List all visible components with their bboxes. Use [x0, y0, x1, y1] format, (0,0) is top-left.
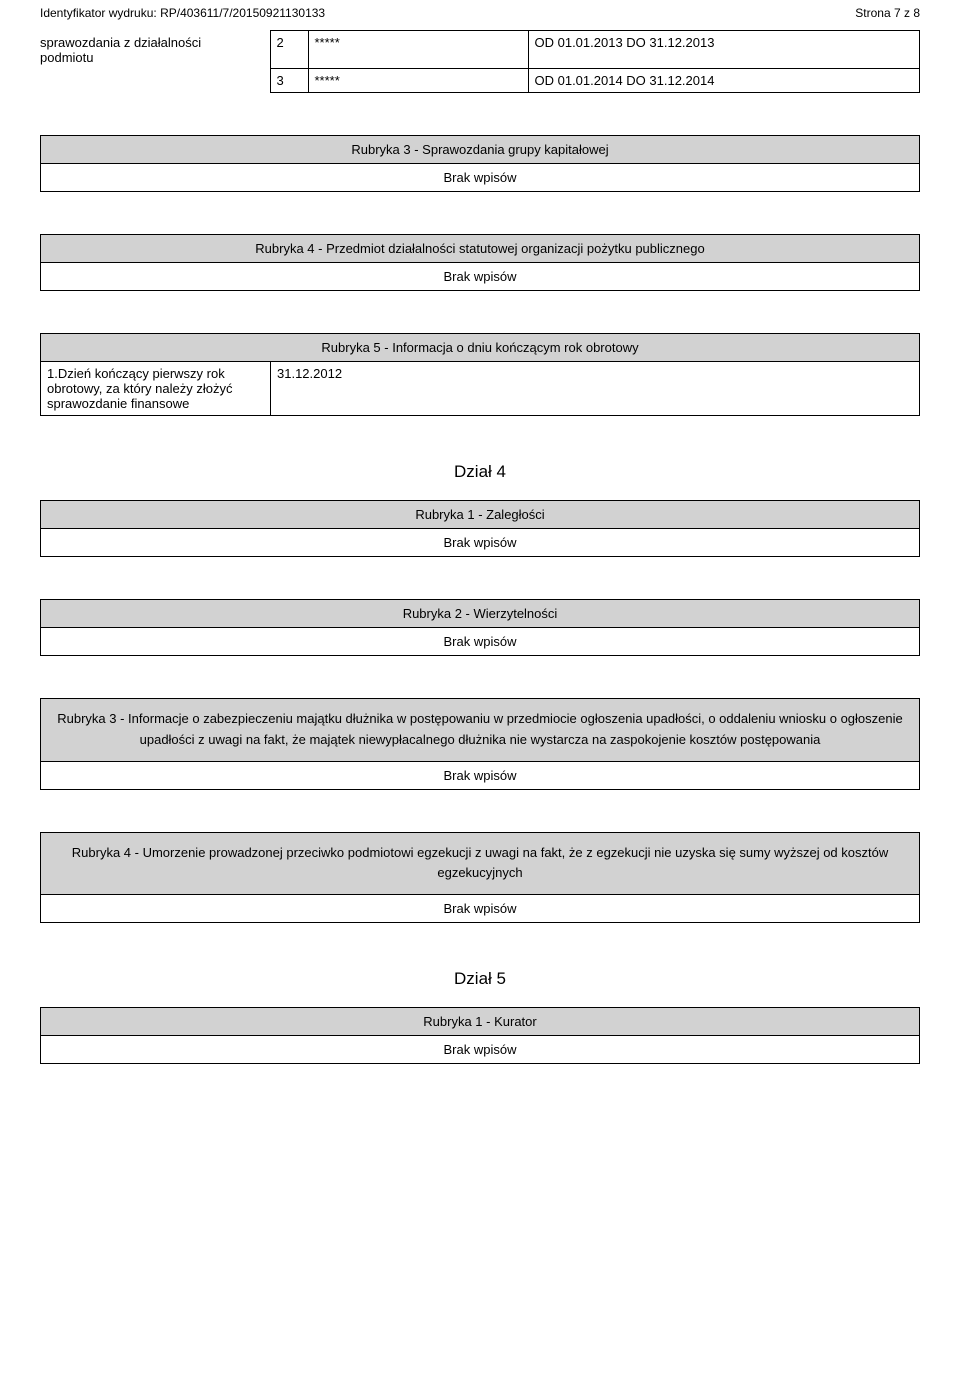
rubryka-2b-brak: Brak wpisów: [40, 628, 920, 656]
rubryka-1b-title: Rubryka 1 - Zaległości: [40, 500, 920, 529]
rubryka-1c-brak: Brak wpisów: [40, 1036, 920, 1064]
rubryka-5-table: 1.Dzień kończący pierwszy rok obrotowy, …: [40, 362, 920, 416]
page-header: Identyfikator wydruku: RP/403611/7/20150…: [40, 0, 920, 30]
rubryka-4a-title: Rubryka 4 - Przedmiot działalności statu…: [40, 234, 920, 263]
table-cell: OD 01.01.2013 DO 31.12.2013: [528, 31, 920, 69]
identifier-value: RP/403611/7/20150921130133: [160, 6, 325, 20]
rubryka-4b-brak: Brak wpisów: [40, 895, 920, 923]
rubryka-2b-title: Rubryka 2 - Wierzytelności: [40, 599, 920, 628]
table-cell: *****: [308, 69, 528, 93]
rubryka-5-field-value: 31.12.2012: [271, 362, 920, 416]
rubryka-3b-brak: Brak wpisów: [40, 762, 920, 790]
rubryka-1b-brak: Brak wpisów: [40, 529, 920, 557]
rubryka-5-title: Rubryka 5 - Informacja o dniu kończącym …: [40, 333, 920, 362]
dzial-4-heading: Dział 4: [40, 462, 920, 482]
dzial-5-heading: Dział 5: [40, 969, 920, 989]
page-number: Strona 7 z 8: [855, 6, 920, 20]
rubryka-1c-title: Rubryka 1 - Kurator: [40, 1007, 920, 1036]
table-cell: OD 01.01.2014 DO 31.12.2014: [528, 69, 920, 93]
identifier-label: Identyfikator wydruku:: [40, 6, 157, 20]
rubryka-3b-title: Rubryka 3 - Informacje o zabezpieczeniu …: [40, 698, 920, 762]
activity-report-label: sprawozdania z działalności podmiotu: [40, 31, 270, 69]
rubryka-3a-brak: Brak wpisów: [40, 164, 920, 192]
print-identifier: Identyfikator wydruku: RP/403611/7/20150…: [40, 6, 325, 20]
rubryka-5-field-label: 1.Dzień kończący pierwszy rok obrotowy, …: [41, 362, 271, 416]
table-cell: 2: [270, 31, 308, 69]
activity-report-table: sprawozdania z działalności podmiotu 2 *…: [40, 30, 920, 93]
rubryka-4b-title: Rubryka 4 - Umorzenie prowadzonej przeci…: [40, 832, 920, 896]
rubryka-3a-title: Rubryka 3 - Sprawozdania grupy kapitałow…: [40, 135, 920, 164]
table-cell: *****: [308, 31, 528, 69]
table-cell: 3: [270, 69, 308, 93]
rubryka-4a-brak: Brak wpisów: [40, 263, 920, 291]
